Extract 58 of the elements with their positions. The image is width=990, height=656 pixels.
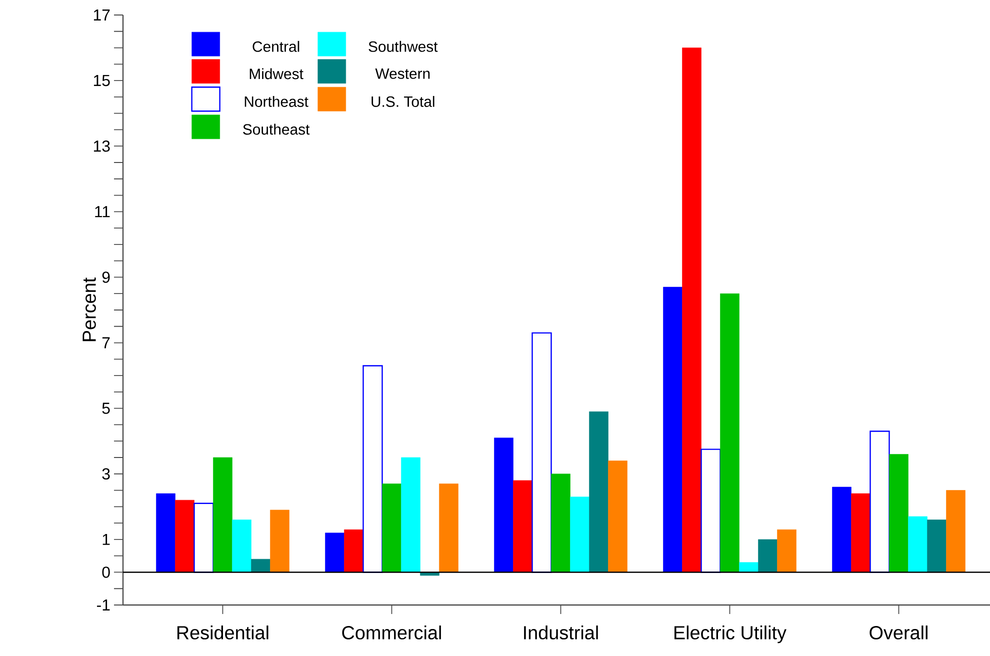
x-tick-label: Overall — [870, 626, 928, 640]
bar — [889, 454, 908, 572]
bar — [251, 558, 270, 572]
y-tick-label: 7 — [102, 337, 110, 348]
bar — [232, 520, 252, 572]
legend-label: Southwest — [368, 40, 438, 52]
bar — [870, 430, 890, 573]
bar — [570, 496, 590, 572]
bar — [344, 529, 364, 572]
bar — [720, 293, 740, 572]
bar — [270, 510, 290, 572]
y-tick-label: 11 — [95, 206, 110, 218]
bar — [156, 493, 176, 572]
bar — [908, 516, 928, 572]
bar — [325, 532, 344, 572]
legend-label: Midwest — [250, 68, 304, 80]
bar — [382, 484, 402, 572]
y-tick-label: 13 — [94, 140, 110, 152]
bar — [439, 484, 458, 572]
legend-label: Southeast — [243, 124, 310, 135]
legend-label: U.S. Total — [372, 96, 434, 107]
y-axis-title: Percent — [82, 278, 96, 342]
x-tick-label: Electric Utility — [674, 626, 786, 644]
bar — [777, 529, 796, 572]
bar — [739, 562, 758, 572]
bar — [362, 365, 383, 573]
bar — [832, 486, 852, 572]
legend-label: Central — [252, 40, 300, 52]
bar — [851, 493, 870, 572]
bar — [700, 448, 721, 573]
bar — [513, 480, 532, 572]
bar — [758, 539, 778, 572]
y-tick-label: 1 — [102, 534, 110, 545]
bar — [551, 474, 570, 572]
bar — [213, 457, 232, 572]
bar — [401, 457, 420, 572]
y-tick-label: 3 — [102, 468, 110, 480]
x-tick-label: Industrial — [524, 626, 598, 640]
bar — [946, 490, 966, 572]
y-tick-label: -1 — [97, 600, 110, 610]
bar — [927, 520, 946, 572]
bar — [175, 500, 194, 572]
bar — [608, 460, 628, 572]
x-tick-label: Commercial — [342, 626, 441, 640]
bar — [532, 332, 552, 573]
y-tick-label: 5 — [102, 402, 110, 414]
bar — [494, 438, 514, 572]
y-tick-label: 17 — [94, 10, 110, 20]
y-tick-label: 15 — [94, 74, 110, 86]
y-tick-label: 0 — [102, 566, 110, 578]
bar — [194, 502, 214, 573]
legend-label: Northeast — [244, 96, 308, 107]
x-tick-label: Residential — [177, 626, 268, 640]
legend-label: Western — [375, 68, 430, 79]
bar — [682, 48, 702, 572]
bar — [663, 286, 682, 572]
bar — [589, 411, 608, 572]
y-tick-label: 9 — [102, 272, 110, 283]
